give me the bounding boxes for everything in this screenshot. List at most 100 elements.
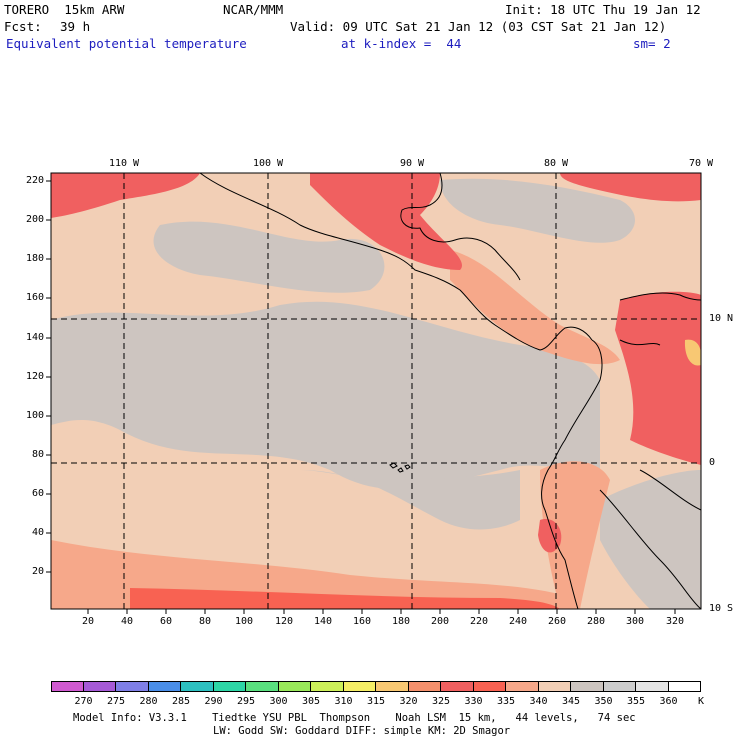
colorbar-swatch bbox=[343, 681, 376, 692]
center-label: NCAR/MMM bbox=[223, 2, 284, 17]
red-colombia bbox=[615, 291, 701, 465]
grid-x-label: 180 bbox=[391, 616, 411, 627]
red-south-band bbox=[130, 588, 560, 609]
colorbar-swatch bbox=[213, 681, 246, 692]
colorbar-swatch bbox=[571, 681, 604, 692]
colorbar-swatch bbox=[473, 681, 506, 692]
grid-x-label: 80 bbox=[198, 616, 212, 627]
axis-ticks bbox=[46, 180, 676, 614]
grid-x-label: 40 bbox=[120, 616, 134, 627]
lon-label: 70 W bbox=[688, 158, 714, 169]
physics-info: LW: Godd SW: Goddard DIFF: simple KM: 2D… bbox=[213, 725, 511, 737]
gray-patch-north-east bbox=[440, 178, 635, 243]
lon-label: 90 W bbox=[399, 158, 425, 169]
map-field bbox=[51, 173, 701, 609]
grid-x-label: 20 bbox=[81, 616, 95, 627]
lon-label: 80 W bbox=[543, 158, 569, 169]
colorbar-swatch bbox=[538, 681, 571, 692]
colorbar-tick-label: 315 bbox=[366, 696, 386, 707]
colorbar-swatch bbox=[668, 681, 701, 692]
colorbar-swatch bbox=[83, 681, 116, 692]
red-top-left bbox=[51, 173, 200, 218]
colorbar-tick-label: 330 bbox=[464, 696, 483, 707]
colorbar-tick-label: 290 bbox=[204, 696, 223, 707]
grid-y-label: 200 bbox=[25, 214, 44, 225]
colorbar-tick-label: 340 bbox=[529, 696, 548, 707]
salmon-peru-coast bbox=[540, 461, 610, 609]
valid-time: Valid: 09 UTC Sat 21 Jan 12 (03 CST Sat … bbox=[290, 19, 667, 34]
field-name: Equivalent potential temperature bbox=[6, 36, 247, 51]
init-time: Init: 18 UTC Thu 19 Jan 12 bbox=[505, 2, 701, 17]
lat-label: 10 N bbox=[709, 313, 734, 324]
lat-label: 0 bbox=[709, 457, 716, 468]
grid-x-label: 320 bbox=[665, 616, 685, 627]
grid-x-label: 140 bbox=[313, 616, 333, 627]
grid-x-label: 260 bbox=[547, 616, 567, 627]
colorbar-tick-label: 275 bbox=[106, 696, 126, 707]
grid-x-label: 220 bbox=[469, 616, 489, 627]
colorbar-tick-label: 280 bbox=[139, 696, 158, 707]
colorbar-tick-label: 335 bbox=[496, 696, 516, 707]
colorbar-unit: K bbox=[698, 696, 705, 707]
colorbar-swatch bbox=[376, 681, 409, 692]
grid-y-label: 180 bbox=[25, 253, 44, 264]
grid-y-label: 100 bbox=[25, 410, 44, 421]
grid-x-label: 120 bbox=[274, 616, 294, 627]
colorbar-tick-label: 355 bbox=[626, 696, 646, 707]
colorbar-swatch bbox=[51, 681, 84, 692]
colorbar-tick-label: 300 bbox=[269, 696, 288, 707]
grid-y-label: 40 bbox=[31, 527, 44, 538]
grid-y-label: 120 bbox=[25, 371, 44, 382]
salmon-coast-central-america bbox=[450, 250, 620, 365]
colorbar-swatch bbox=[506, 681, 539, 692]
grid-y-label: 20 bbox=[31, 566, 44, 577]
colorbar-swatch bbox=[408, 681, 441, 692]
level-info: at k-index = 44 bbox=[341, 36, 462, 51]
grid-x-label: 300 bbox=[625, 616, 645, 627]
model-info: Model Info: V3.3.1 Tiedtke YSU PBL Thomp… bbox=[73, 712, 636, 724]
grid-y-label: 140 bbox=[25, 332, 44, 343]
orange-highlight bbox=[684, 339, 701, 366]
latlon-grid bbox=[51, 173, 701, 609]
colorbar-tick-label: 270 bbox=[74, 696, 93, 707]
grid-x-label: 200 bbox=[430, 616, 450, 627]
colorbar-tick-label: 320 bbox=[399, 696, 418, 707]
colorbar-tick-label: 350 bbox=[594, 696, 613, 707]
map-frame bbox=[50, 172, 702, 610]
grid-x-label: 280 bbox=[586, 616, 606, 627]
grid-y-label: 60 bbox=[31, 488, 44, 499]
colorbar-swatch bbox=[603, 681, 636, 692]
gray-patch-south-pacific bbox=[300, 470, 520, 530]
lat-label: 10 S bbox=[709, 603, 734, 614]
colorbar-swatch bbox=[311, 681, 344, 692]
colorbar-tick-label: 305 bbox=[301, 696, 321, 707]
colorbar-tick-label: 285 bbox=[171, 696, 191, 707]
gray-patch-north bbox=[153, 221, 385, 293]
grid-x-label: 100 bbox=[234, 616, 254, 627]
south-america-gray bbox=[600, 470, 701, 609]
grid-x-label: 160 bbox=[352, 616, 372, 627]
colorbar-swatch bbox=[181, 681, 214, 692]
colorbar-swatch bbox=[148, 681, 181, 692]
forecast-label: Fcst: bbox=[4, 19, 42, 34]
grid-y-label: 80 bbox=[31, 449, 44, 460]
coastlines bbox=[199, 172, 702, 610]
red-mexico bbox=[310, 173, 462, 270]
colorbar-swatch bbox=[246, 681, 279, 692]
forecast-hours: 39 h bbox=[60, 19, 91, 34]
smoothing-info: sm= 2 bbox=[633, 36, 671, 51]
colorbar-tick-label: 325 bbox=[431, 696, 451, 707]
colorbar-swatch bbox=[278, 681, 311, 692]
colorbar-swatch bbox=[441, 681, 474, 692]
lon-label: 110 W bbox=[108, 158, 140, 169]
colorbar-tick-label: 360 bbox=[659, 696, 678, 707]
grid-x-label: 60 bbox=[159, 616, 173, 627]
colorbar-tick-label: 310 bbox=[334, 696, 353, 707]
model-title: TORERO 15km ARW bbox=[4, 2, 125, 17]
red-peru-patch bbox=[538, 519, 562, 553]
colorbar-tick-label: 345 bbox=[561, 696, 581, 707]
grid-x-label: 240 bbox=[508, 616, 528, 627]
lon-label: 100 W bbox=[252, 158, 284, 169]
colorbar-tick-label: 295 bbox=[236, 696, 256, 707]
